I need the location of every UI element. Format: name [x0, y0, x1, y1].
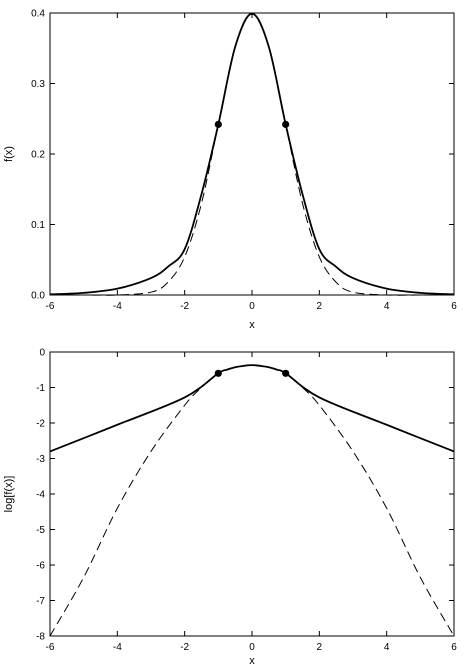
bottom-y-tick-label: -8	[36, 632, 45, 643]
bottom-y-tick-label: -5	[36, 525, 45, 536]
top-x-ticks	[49, 13, 455, 295]
top-points	[214, 120, 290, 128]
top-x-tick-label: 2	[317, 301, 323, 312]
bottom-series-solid	[49, 364, 455, 453]
top-y-tick-label: 0.4	[31, 9, 45, 20]
top-y-tick-label: 0.2	[31, 150, 45, 161]
top-y-tick-label: 0.3	[31, 79, 45, 90]
bottom-y-tick-label: -1	[36, 383, 45, 394]
top-x-tick-label: -6	[46, 301, 55, 312]
bottom-y-tick-label: -3	[36, 454, 45, 465]
top-series-solid	[49, 12, 455, 296]
bottom-x-tick-label: -4	[113, 642, 122, 653]
top-x-tick-label: 4	[384, 301, 390, 312]
bottom-x-axis-title: x	[249, 655, 255, 667]
bottom-marked-point	[214, 369, 222, 377]
top-y-axis-title: f(x)	[3, 146, 15, 162]
bottom-series	[49, 364, 455, 637]
bottom-x-tick-label: 0	[249, 642, 255, 653]
bottom-y-tick-label: -4	[36, 490, 45, 501]
bottom-x-tick-label: 6	[451, 642, 457, 653]
bottom-y-axis-title: log[f(x)]	[3, 476, 15, 513]
top-x-tick-label: -4	[113, 301, 122, 312]
bottom-marked-point	[282, 369, 290, 377]
bottom-x-tick-labels: -6 -4 -2 0 2 4 6	[46, 642, 458, 653]
bottom-plot-frame	[49, 351, 455, 637]
bottom-x-tick-label: 2	[317, 642, 323, 653]
top-x-tick-label: 6	[451, 301, 457, 312]
top-marked-point	[214, 120, 222, 128]
bottom-x-tick-label: 4	[384, 642, 390, 653]
bottom-chart: -6 -4 -2 0 2 4 6 0 -1 -2 -3 -4 -5 -6 -7 -8 x log[f(x)]	[3, 348, 457, 667]
bottom-x-tick-label: -6	[46, 642, 55, 653]
top-x-tick-labels: -6 -4 -2 0 2 4 6	[46, 301, 458, 312]
top-y-tick-labels: 0.0 0.1 0.2 0.3 0.4	[31, 9, 45, 302]
top-y-tick-label: 0.0	[31, 291, 45, 302]
bottom-y-tick-label: 0	[39, 348, 45, 359]
bottom-points	[214, 369, 290, 377]
top-series	[49, 12, 455, 296]
top-series-dashed	[50, 13, 454, 296]
top-plot-frame	[49, 12, 455, 296]
top-chart: -6 -4 -2 0 2 4 6 0.0 0.1 0.2 0.3 0.4 x f(x)	[3, 9, 457, 332]
top-y-ticks	[50, 12, 454, 296]
bottom-y-tick-label: -6	[36, 561, 45, 572]
top-y-tick-label: 0.1	[31, 220, 45, 231]
bottom-y-ticks	[50, 351, 454, 637]
bottom-y-tick-labels: 0 -1 -2 -3 -4 -5 -6 -7 -8	[36, 348, 45, 643]
top-x-tick-label: 0	[249, 301, 255, 312]
bottom-series-dashed	[49, 364, 455, 637]
top-marked-point	[282, 120, 290, 128]
bottom-x-tick-label: -2	[180, 642, 189, 653]
top-x-axis-title: x	[249, 319, 255, 331]
bottom-y-tick-label: -7	[36, 596, 45, 607]
top-x-tick-label: -2	[180, 301, 189, 312]
bottom-x-ticks	[49, 352, 455, 636]
bottom-y-tick-label: -2	[36, 419, 45, 430]
